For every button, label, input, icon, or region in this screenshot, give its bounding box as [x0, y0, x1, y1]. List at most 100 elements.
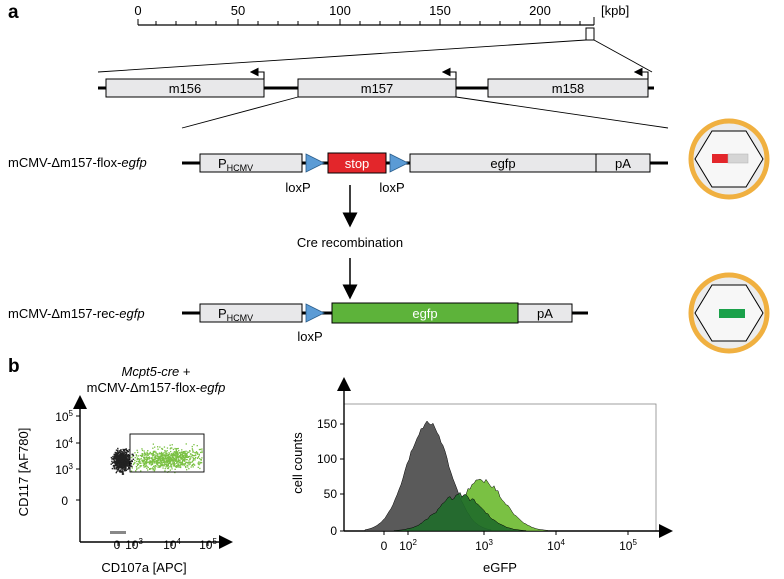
scatter-event-green: [166, 454, 168, 456]
scatter-event-green: [185, 458, 187, 461]
scatter-event-black: [115, 467, 118, 469]
scatter-event-green: [184, 462, 187, 464]
promoter-arrow-m158: [633, 67, 649, 79]
stop-label: stop: [345, 156, 370, 171]
scatter-event-green: [148, 453, 150, 455]
scatter-event-green: [156, 457, 158, 459]
scatter-event-black: [125, 456, 128, 459]
scatter-event-green: [174, 468, 176, 470]
scatter-event-green: [143, 464, 146, 466]
scatter-event-black: [123, 450, 126, 452]
scatter-event-green: [168, 466, 170, 468]
scatter-event-green: [177, 455, 179, 458]
scatter-title: Mcpt5-cre +: [121, 364, 190, 379]
scatter-event-green: [172, 457, 175, 459]
scatter-event-black: [121, 454, 124, 456]
scatter-event-green: [167, 458, 170, 460]
scatter-event-green: [190, 466, 192, 468]
scatter-event-green: [175, 451, 177, 453]
scatter-event-green: [181, 462, 183, 464]
scatter-event-green: [162, 467, 164, 469]
scatter-event-green: [184, 452, 186, 455]
scatter-event-green: [178, 450, 180, 452]
scatter-event-green: [166, 459, 168, 461]
scatter-event-black: [125, 469, 128, 472]
scatter-event-green: [195, 452, 197, 454]
histogram: 0 50 100 150 0 102 103 104 105 cell coun…: [290, 377, 673, 575]
egfp-label-flox: egfp: [490, 156, 515, 171]
scatter-event-green: [167, 454, 169, 456]
scatter-event-green: [184, 457, 186, 459]
scatter-event-black: [127, 462, 129, 464]
scatter-event-green: [162, 455, 164, 457]
histogram-fills: [364, 420, 549, 532]
promoter-label-flox: PHCMV: [218, 156, 253, 173]
scatter-xtick-104: 104: [163, 537, 181, 552]
scatter-event-green: [200, 459, 202, 461]
scatter-event-green: [144, 462, 146, 464]
hist-xtick-102: 102: [399, 538, 417, 553]
scatter-event-green: [145, 460, 148, 462]
scatter-event-green: [149, 468, 151, 470]
scatter-event-black: [122, 467, 124, 469]
scatter-event-green: [144, 461, 147, 463]
scatter-event-green: [157, 459, 159, 462]
scatter-gate: [129, 433, 205, 473]
construct-rec-name: mCMV-Δm157-rec-egfp: [8, 306, 145, 321]
scatter-event-green: [174, 458, 177, 460]
scatter-event-green: [182, 451, 184, 453]
scatter-event-black: [123, 449, 125, 451]
scatter-event-green: [184, 450, 186, 453]
scatter-points: [110, 443, 203, 475]
scatter-event-green: [171, 454, 173, 456]
scatter-event-green: [161, 459, 163, 461]
scatter-event-green: [161, 455, 163, 457]
scatter-event-green: [161, 457, 163, 460]
scatter-event-black: [127, 457, 130, 459]
scatter-xtick-105: 105: [199, 537, 217, 552]
scatter-event-green: [173, 451, 175, 453]
scatter-event-green: [139, 454, 141, 457]
scatter-event-green: [149, 452, 151, 454]
scatter-event-green: [153, 470, 155, 472]
scatter-event-green: [199, 467, 201, 470]
scatter-event-green: [180, 452, 182, 454]
scatter-event-green: [155, 463, 158, 465]
scatter-event-green: [146, 453, 148, 455]
promoter-label-rec: PHCMV: [218, 306, 253, 323]
scatter-event-green: [167, 457, 170, 459]
ruler-tick-150: 150: [429, 3, 451, 18]
scatter-event-green: [162, 461, 164, 463]
scatter-event-green: [166, 467, 169, 469]
scatter-event-black: [120, 453, 123, 456]
scatter-event-black: [117, 450, 119, 453]
scatter-event-green: [161, 465, 163, 467]
hist-xtick-104: 104: [547, 538, 565, 553]
scatter-event-green: [189, 458, 191, 461]
scatter-event-black: [115, 454, 117, 456]
scatter-event-black: [116, 456, 118, 458]
scatter-event-green: [167, 460, 169, 462]
scatter-event-black: [125, 448, 127, 450]
scatter-event-green: [168, 462, 170, 464]
scatter-ylabel: CD117 [AF780]: [16, 428, 31, 517]
scatter-event-green: [143, 457, 145, 459]
scatter-event-green: [146, 467, 148, 469]
scatter-event-green: [168, 458, 171, 461]
scatter-event-black: [126, 458, 128, 460]
scatter-event-green: [170, 453, 172, 455]
scatter-subtitle: mCMV-Δm157-flox-egfp: [87, 380, 226, 395]
scatter-event-green: [201, 448, 203, 450]
scatter-event-black: [131, 460, 133, 463]
scatter-event-green: [157, 461, 160, 464]
scatter-event-black: [113, 459, 115, 461]
scatter-event-green: [147, 466, 149, 469]
loxp-triangle-1: [305, 153, 325, 173]
scatter-event-black: [125, 461, 128, 463]
scatter-event-black: [116, 470, 118, 473]
panel-label-b: b: [8, 356, 20, 377]
scatter-event-green: [175, 452, 177, 454]
scatter-event-green: [192, 463, 195, 465]
ruler-tick-100: 100: [329, 3, 351, 18]
scatter-event-green: [158, 459, 161, 461]
